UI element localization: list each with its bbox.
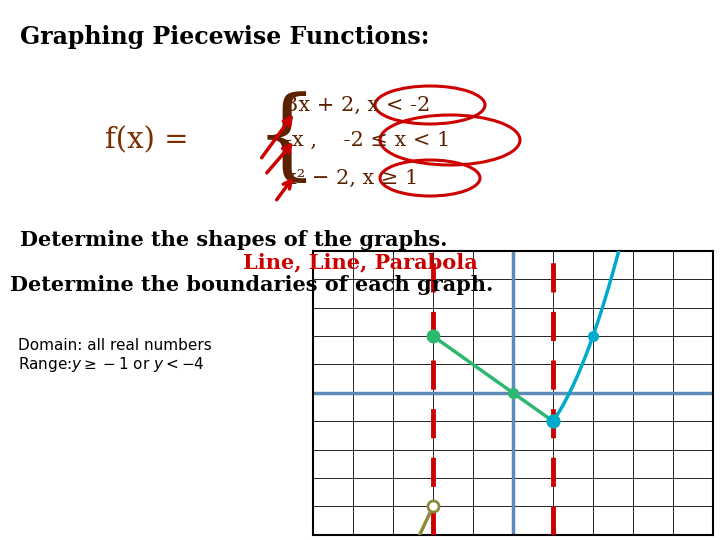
Text: Range:$y \geq -1$ or $y < -4$: Range:$y \geq -1$ or $y < -4$ [18, 355, 204, 375]
Text: Determine the boundaries of each graph.: Determine the boundaries of each graph. [10, 275, 493, 295]
Text: Domain: all real numbers: Domain: all real numbers [18, 338, 212, 353]
Text: {: { [255, 92, 319, 188]
Text: Line, Line, Parabola: Line, Line, Parabola [243, 252, 477, 272]
Text: f(x) =: f(x) = [105, 126, 189, 154]
Text: x² − 2, x ≥ 1: x² − 2, x ≥ 1 [285, 168, 418, 187]
Text: Determine the shapes of the graphs.: Determine the shapes of the graphs. [20, 230, 448, 250]
Text: 3x + 2, x < -2: 3x + 2, x < -2 [285, 96, 431, 114]
Text: Graphing Piecewise Functions:: Graphing Piecewise Functions: [20, 25, 429, 49]
Text: -x ,    -2 ≤ x < 1: -x , -2 ≤ x < 1 [285, 131, 451, 150]
